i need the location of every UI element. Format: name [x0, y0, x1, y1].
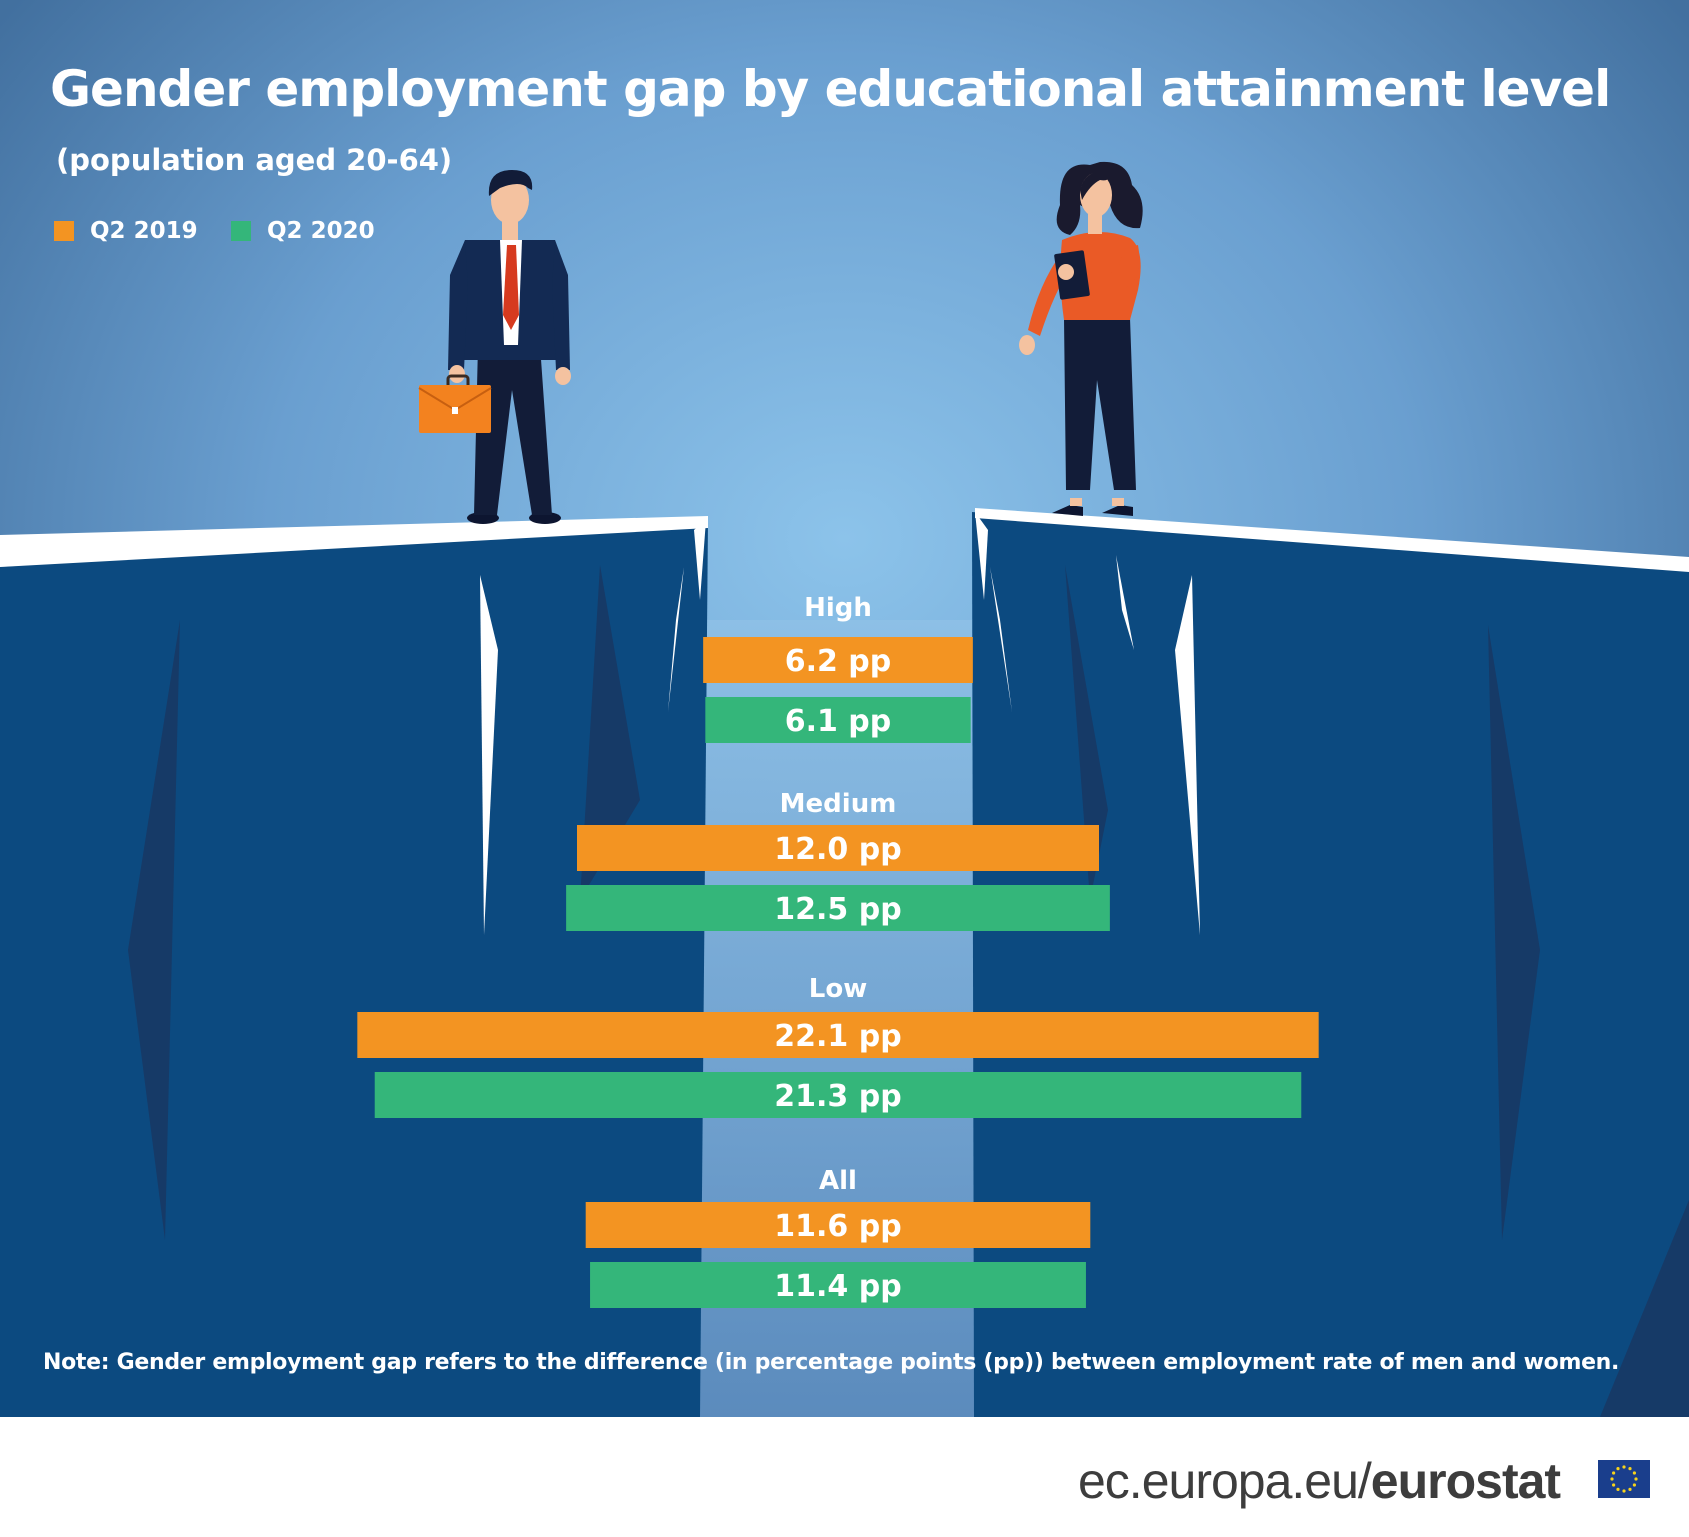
- businessman-icon: [418, 170, 571, 524]
- bar-low-q2-2019: [357, 1012, 1319, 1058]
- right-cliff-top: [975, 508, 1689, 572]
- businesswoman-icon: [1019, 161, 1143, 516]
- bar-all-q2-2020: [590, 1262, 1086, 1308]
- source-domain: ec.europa.eu/: [1078, 1453, 1372, 1509]
- right-cliff-shadow: [1488, 625, 1540, 1240]
- bar-medium-q2-2020: [566, 885, 1110, 931]
- legend-swatch-q2-2020: [231, 221, 251, 241]
- source-link[interactable]: ec.europa.eu/eurostat: [1078, 1452, 1561, 1510]
- bars-layer: [357, 637, 1319, 1308]
- value-label-all-q2-2020: 11.4 pp: [774, 1269, 901, 1304]
- right-cliff-highlight-4: [975, 512, 988, 600]
- right-cliff-highlight: [1175, 575, 1200, 935]
- page-subtitle: (population aged 20-64): [56, 143, 453, 177]
- category-label-low: Low: [809, 974, 867, 1004]
- labels-layer: High 6.2 pp 6.1 pp Medium 12.0 pp 12.5 pp Low 2…: [774, 593, 901, 1304]
- value-label-all-q2-2019: 11.6 pp: [774, 1209, 901, 1244]
- right-cliff-shadow-2: [1065, 565, 1108, 900]
- bar-high-q2-2019: [703, 637, 973, 683]
- right-cliff: [972, 512, 1689, 1417]
- legend-item-q2-2020: Q2 2020: [231, 218, 375, 244]
- legend-item-q2-2019: Q2 2019: [54, 218, 198, 244]
- left-cliff-highlight-2: [668, 567, 684, 712]
- legend-label-q2-2020: Q2 2020: [267, 218, 375, 244]
- left-cliff-highlight-3: [694, 520, 706, 600]
- page-title: Gender employment gap by educational att…: [50, 60, 1611, 118]
- value-label-low-q2-2020: 21.3 pp: [774, 1079, 901, 1114]
- category-label-medium: Medium: [780, 789, 897, 819]
- legend-label-q2-2019: Q2 2019: [90, 218, 198, 244]
- value-label-medium-q2-2019: 12.0 pp: [774, 832, 901, 867]
- bar-all-q2-2019: [585, 1202, 1091, 1248]
- right-cliff-highlight-2: [990, 567, 1012, 712]
- footer-band: [0, 1417, 1689, 1537]
- source-brand: eurostat: [1370, 1453, 1561, 1509]
- right-cliff-shadow-3: [1600, 1200, 1689, 1417]
- left-cliff-shadow-2: [580, 565, 640, 900]
- value-label-low-q2-2019: 22.1 pp: [774, 1019, 901, 1054]
- bar-high-q2-2020: [705, 697, 971, 743]
- right-cliff-highlight-3: [1116, 555, 1134, 650]
- left-cliff-shadow: [128, 620, 180, 1240]
- bar-low-q2-2020: [374, 1072, 1302, 1118]
- footnote: Note: Gender employment gap refers to th…: [43, 1350, 1620, 1375]
- left-cliff: [0, 520, 708, 1417]
- category-label-high: High: [804, 593, 872, 623]
- value-label-medium-q2-2020: 12.5 pp: [774, 892, 901, 927]
- value-label-high-q2-2020: 6.1 pp: [785, 704, 892, 739]
- category-label-all: All: [819, 1166, 857, 1196]
- value-label-high-q2-2019: 6.2 pp: [785, 644, 892, 679]
- legend-swatch-q2-2019: [54, 221, 74, 241]
- left-cliff-highlight: [480, 575, 498, 935]
- eu-flag-icon: [1598, 1460, 1650, 1498]
- left-cliff-top: [0, 516, 708, 567]
- bar-medium-q2-2019: [577, 825, 1099, 871]
